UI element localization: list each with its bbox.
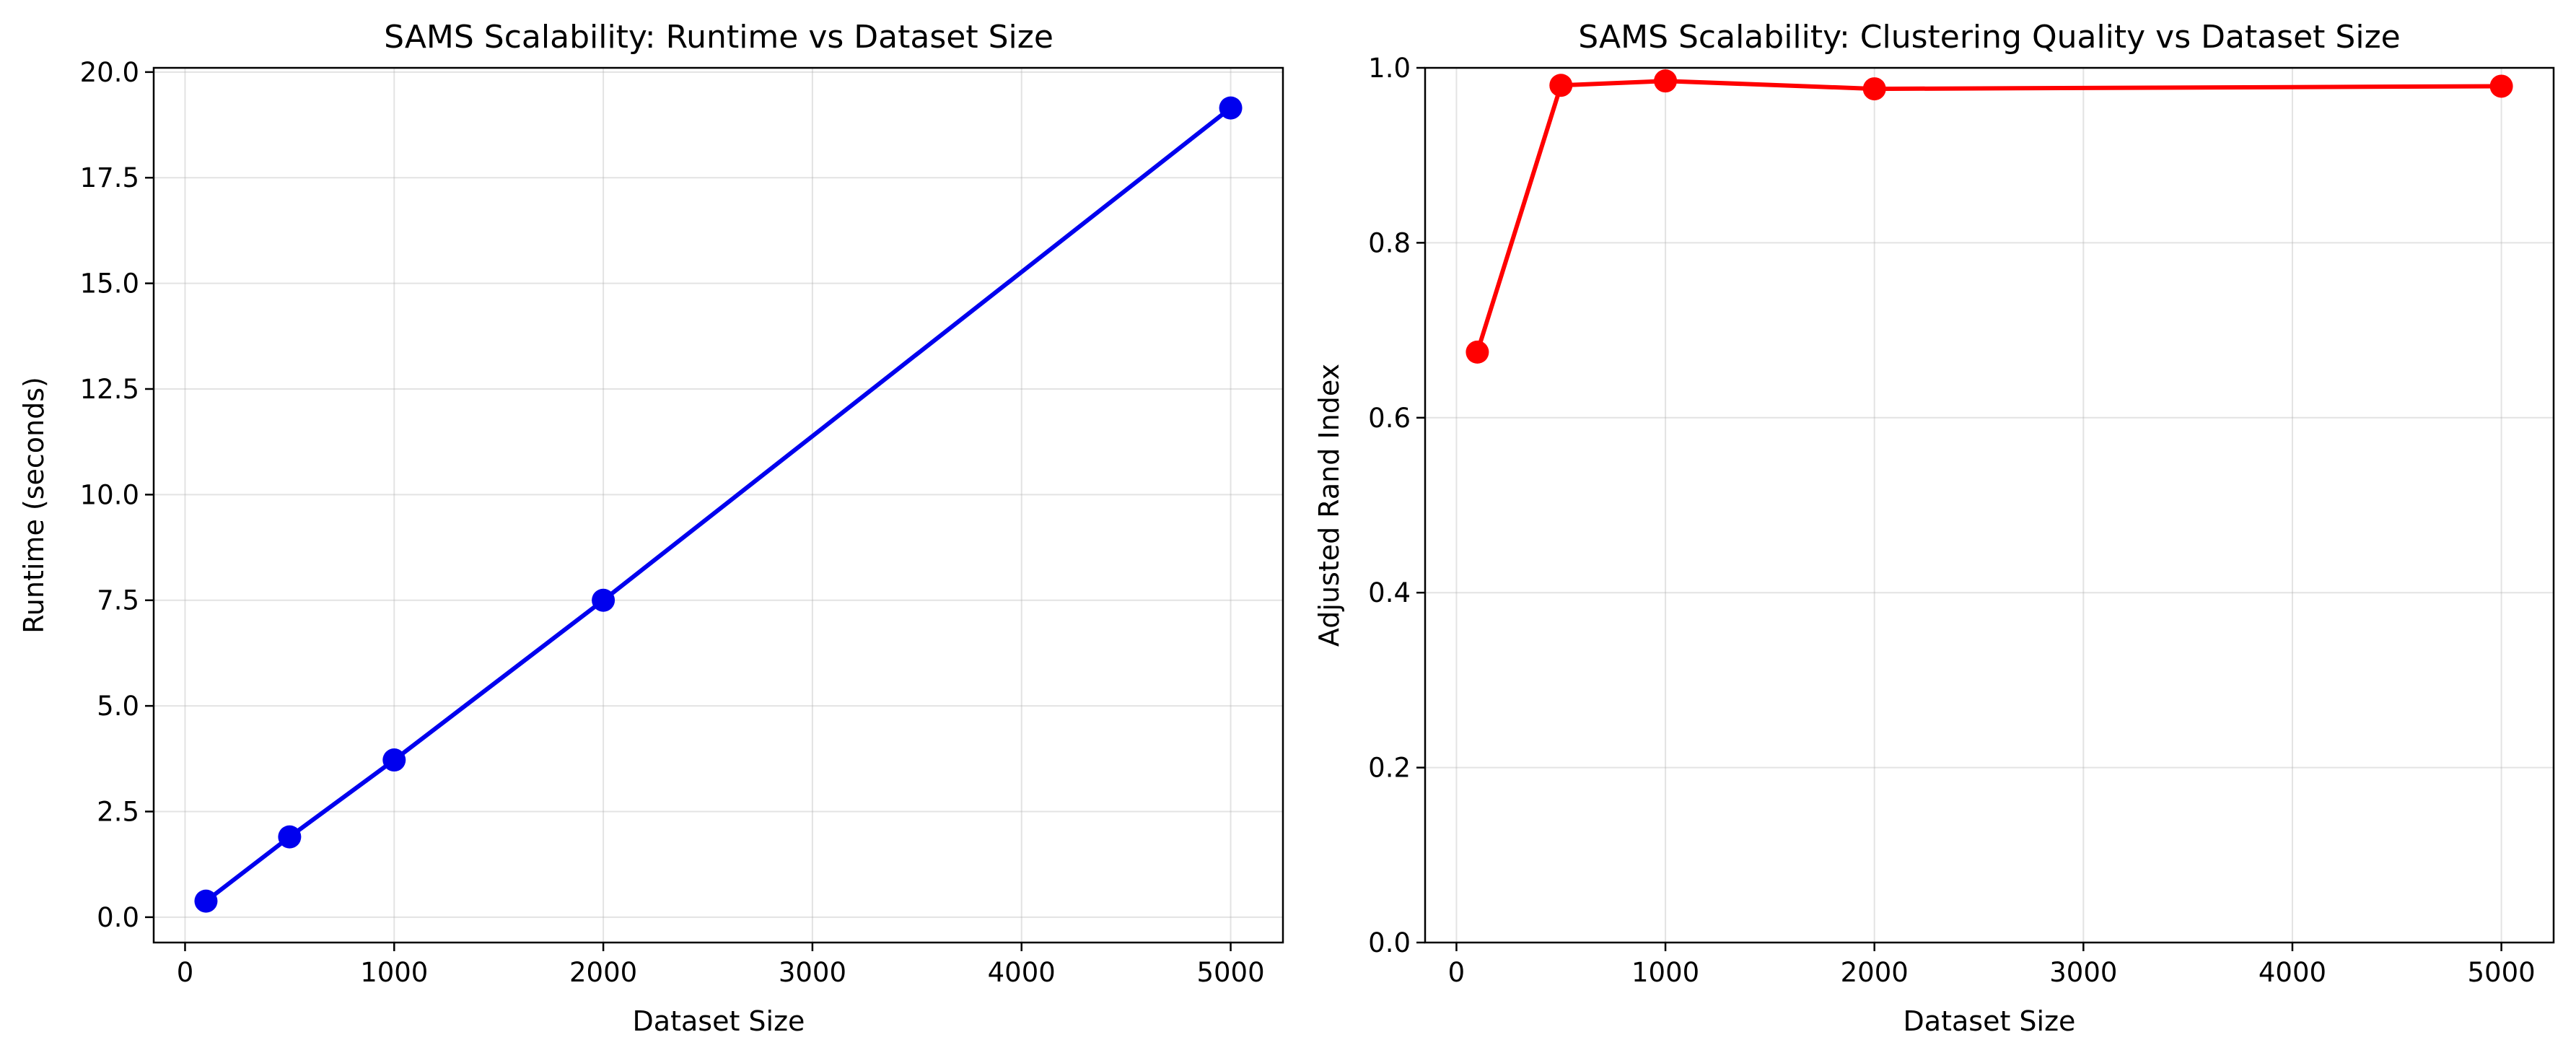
x-tick-label: 5000 (1196, 957, 1264, 988)
y-tick-label: 2.5 (97, 796, 139, 827)
plot-area (1466, 69, 2513, 364)
y-tick-label: 17.5 (80, 162, 139, 193)
runtime-chart: SAMS Scalability: Runtime vs Dataset Siz… (18, 19, 1284, 1037)
y-tick-label: 0.8 (1368, 227, 1411, 258)
y-axis-label: Runtime (seconds) (18, 377, 50, 634)
chart-title: SAMS Scalability: Runtime vs Dataset Siz… (384, 19, 1053, 56)
y-tick-label: 0.0 (97, 902, 139, 933)
y-tick-label: 7.5 (97, 585, 139, 616)
y-tick-label: 10.0 (80, 479, 139, 510)
y-axis-label: Adjusted Rand Index (1313, 364, 1345, 647)
y-tick-label: 5.0 (97, 691, 139, 722)
x-tick-label: 4000 (2259, 957, 2326, 988)
y-tick-label: 20.0 (80, 57, 139, 88)
y-tick-label: 0.2 (1368, 753, 1411, 784)
axes-frame (1424, 66, 2555, 944)
x-tick-label: 1000 (1631, 957, 1699, 988)
axes-frame (152, 66, 1284, 944)
x-tick-label: 0 (1448, 957, 1466, 988)
data-point (278, 825, 302, 849)
data-point (1549, 74, 1573, 97)
x-tick-label: 2000 (1841, 957, 1909, 988)
x-tick-label: 3000 (779, 957, 846, 988)
data-point (1862, 77, 1886, 101)
data-point (1219, 96, 1243, 120)
y-tick-label: 15.0 (80, 268, 139, 300)
y-tick-label: 1.0 (1368, 53, 1411, 84)
plot-area (194, 96, 1243, 913)
x-tick-label: 3000 (2049, 957, 2117, 988)
x-axis-label: Dataset Size (633, 1005, 805, 1037)
x-tick-label: 4000 (988, 957, 1056, 988)
x-tick-label: 2000 (569, 957, 637, 988)
data-point (194, 889, 218, 913)
y-tick-label: 0.0 (1368, 927, 1411, 958)
data-point (1466, 340, 1489, 364)
y-tick-label: 0.4 (1368, 577, 1411, 608)
data-point (592, 588, 615, 612)
y-tick-label: 0.6 (1368, 403, 1411, 434)
grid (154, 68, 1283, 943)
clustering-quality-chart: SAMS Scalability: Clustering Quality vs … (1313, 19, 2555, 1037)
axis-ticks: 0 1000 2000 3000 4000 5000 0.0 0.2 0.4 0.6 0.8 1.0 (1368, 53, 2536, 988)
chart-title: SAMS Scalability: Clustering Quality vs … (1578, 19, 2400, 56)
data-point (2489, 74, 2513, 98)
x-tick-label: 5000 (2468, 957, 2536, 988)
x-tick-label: 1000 (360, 957, 428, 988)
y-tick-label: 12.5 (80, 374, 139, 405)
axis-ticks: 0 1000 2000 3000 4000 5000 0.0 2.5 5.0 7.5 10.0 12.… (80, 57, 1265, 988)
x-axis-label: Dataset Size (1903, 1005, 2076, 1037)
data-point (1654, 69, 1678, 93)
data-point (382, 748, 406, 772)
x-tick-label: 0 (177, 957, 194, 988)
